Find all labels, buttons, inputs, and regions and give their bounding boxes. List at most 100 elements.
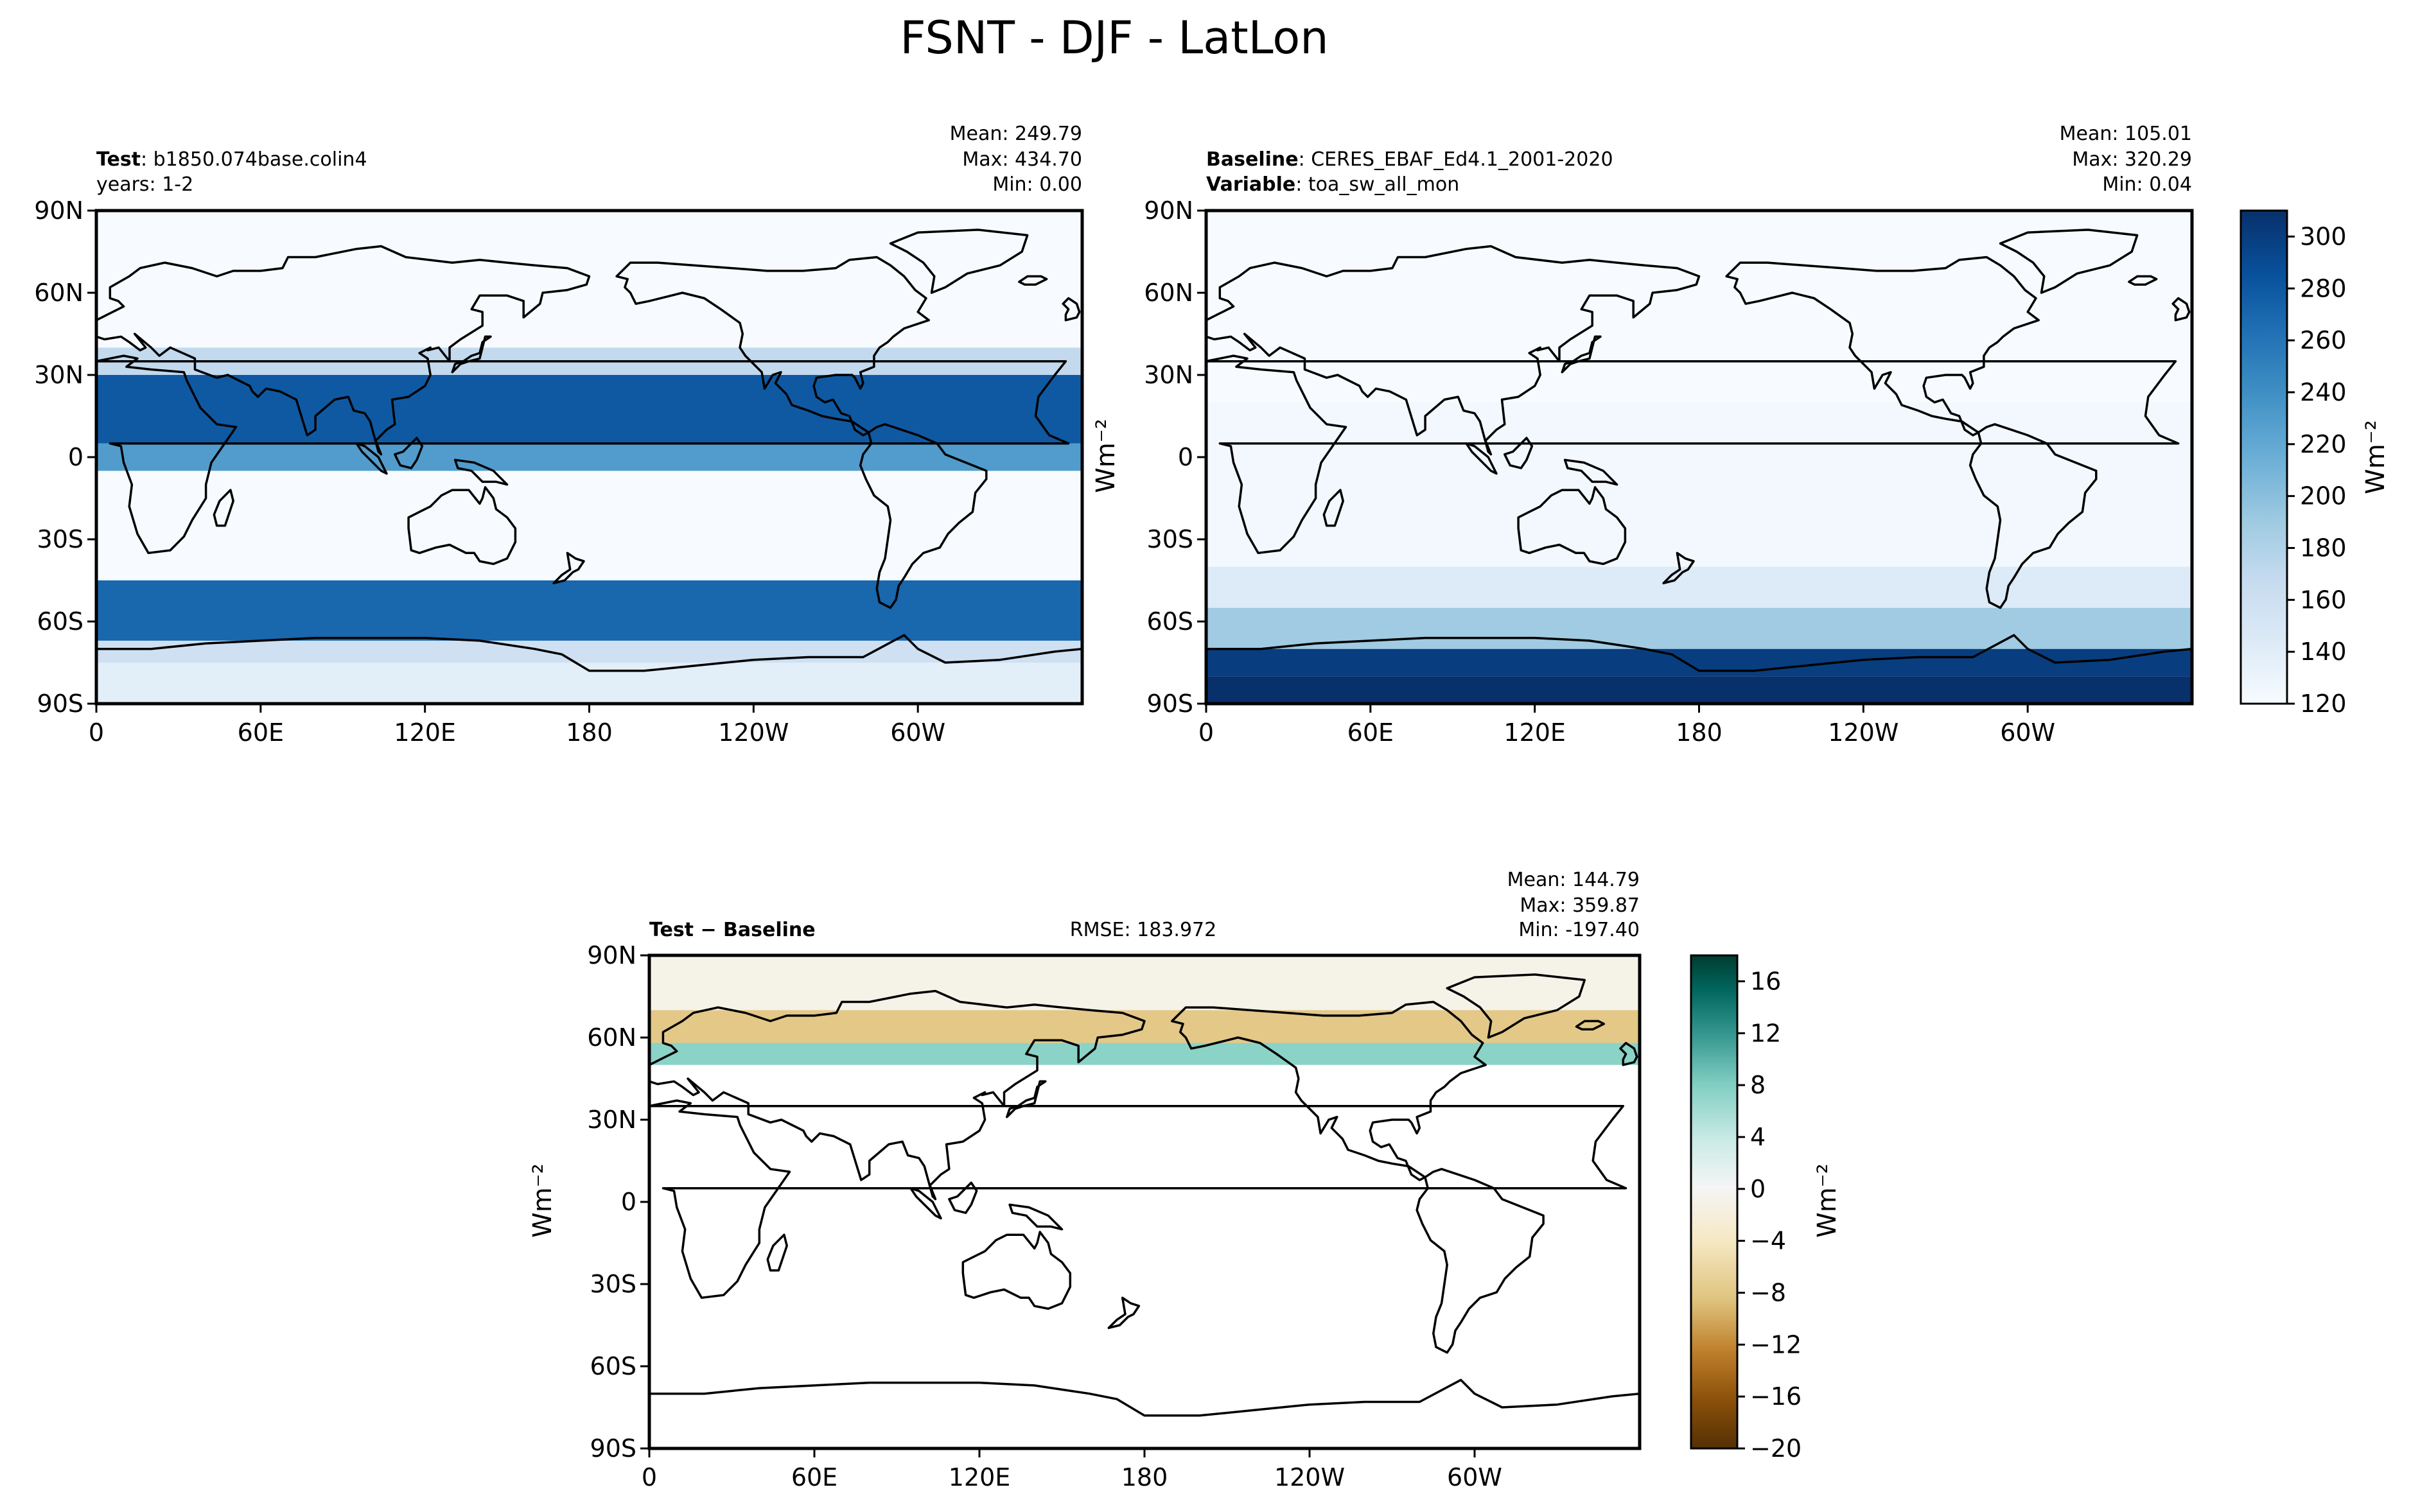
x-tick-label: 120E <box>394 718 456 747</box>
field-band-0 <box>1206 676 2192 704</box>
baseline-map: 0 60E 120E 180 120W 60W 90N 60N 30N 0 30S 60S 90S <box>1144 196 2194 747</box>
colorbar-tick-label: 8 <box>1750 1071 1766 1099</box>
colorbar-tick-label: 240 <box>2300 378 2347 406</box>
y-tick-label: 60S <box>590 1352 636 1380</box>
field-band-4 <box>1206 402 2192 567</box>
y-tick-label: 0 <box>621 1188 636 1216</box>
field-band-0 <box>96 663 1082 704</box>
baseline-colorbar-fill <box>2240 209 2288 705</box>
coastline-9 <box>213 489 234 527</box>
coastline-0 <box>96 354 1070 555</box>
field-band-1 <box>96 640 1082 663</box>
test-years-label: years: 1-2 <box>96 173 193 196</box>
y-tick-label: 0 <box>1178 443 1193 471</box>
coastline-1 <box>96 245 591 456</box>
difference-stat-max: Max: 359.87 <box>1520 894 1640 917</box>
colorbar-tick-label: −20 <box>1750 1434 1802 1463</box>
field-band-1 <box>1206 648 2192 677</box>
coastline-0 <box>649 1099 1627 1299</box>
field-band-4 <box>96 443 1082 471</box>
coastline-9 <box>766 1233 788 1272</box>
x-tick-label: 180 <box>1121 1463 1168 1491</box>
x-tick-label: 60W <box>890 718 945 747</box>
difference-colorbar-ticks: −20 −16 −12 −8 −4 0 4 8 12 16 <box>1737 967 1802 1463</box>
y-tick-label: 30S <box>590 1270 636 1298</box>
y-tick-label: 60S <box>1147 607 1193 636</box>
y-tick-label: 30S <box>1147 525 1193 553</box>
colorbar-tick-label: 260 <box>2300 326 2347 354</box>
colorbar-tick-label: 300 <box>2300 222 2347 250</box>
coastline-5 <box>649 1378 1640 1417</box>
x-tick-label: 120W <box>1274 1463 1345 1491</box>
field-band-5 <box>96 375 1082 444</box>
colorbar-tick-label: 200 <box>2300 482 2347 510</box>
colorbar-tick-label: 180 <box>2300 534 2347 562</box>
difference-colorbar-fill <box>1690 954 1739 1450</box>
x-tick-label: 0 <box>1198 718 1214 747</box>
colorbar-tick-label: 160 <box>2300 586 2347 614</box>
y-tick-label: 90N <box>34 196 83 225</box>
difference-label: Test − Baseline <box>649 919 816 941</box>
y-tick-label: 0 <box>68 443 83 471</box>
coastline-4 <box>1416 1168 1545 1354</box>
coastline-6 <box>889 229 1029 294</box>
figure-title: FSNT - DJF - LatLon <box>900 12 1328 64</box>
y-tick-label: 30S <box>37 525 83 553</box>
coastline-1 <box>1206 245 1701 456</box>
baseline-label-value: : CERES_EBAF_Ed4.1_2001-2020 <box>1299 148 1613 171</box>
coastline-2 <box>407 486 517 566</box>
coastline-14 <box>2128 275 2158 286</box>
coastline-12 <box>453 458 509 486</box>
y-tick-label: 90S <box>1147 690 1193 718</box>
coastline-14 <box>1575 1020 1606 1030</box>
x-tick-label: 180 <box>1676 718 1723 747</box>
x-tick-label: 120E <box>949 1463 1011 1491</box>
y-tick-label: 90S <box>37 690 83 718</box>
coastline-10 <box>394 437 424 469</box>
baseline-stat-min: Min: 0.04 <box>2102 173 2192 196</box>
difference-colorbar: Wm⁻² −20 −16 −12 −8 −4 0 4 8 12 16 <box>1690 954 1842 1463</box>
coastline-1 <box>649 989 1146 1201</box>
test-panel: Test: b1850.074base.colin4 years: 1-2 Me… <box>34 123 1084 747</box>
test-label: Test: b1850.074base.colin4 <box>96 148 367 171</box>
coastline-9 <box>1322 489 1344 527</box>
colorbar-tick-label: 280 <box>2300 274 2347 302</box>
x-tick-label: 0 <box>89 718 104 747</box>
coastline-2 <box>1517 486 1627 566</box>
rmse-label: RMSE: 183.972 <box>1070 919 1216 941</box>
coastline-7 <box>1062 297 1081 322</box>
coastline-13 <box>1107 1296 1141 1330</box>
coastline-8 <box>1006 1080 1047 1118</box>
colorbar-tick-label: −8 <box>1750 1278 1786 1307</box>
baseline-side-ylabel: Wm⁻² <box>1091 419 1121 493</box>
y-tick-label: 30N <box>34 361 83 389</box>
variable-label-bold: Variable <box>1206 173 1295 196</box>
coastline-4 <box>859 423 988 609</box>
colorbar-tick-label: −16 <box>1750 1382 1802 1411</box>
colorbar-tick-label: 140 <box>2300 638 2347 666</box>
difference-stat-mean: Mean: 144.79 <box>1507 869 1640 891</box>
x-tick-label: 0 <box>642 1463 657 1491</box>
baseline-colorbar-label: Wm⁻² <box>2361 420 2390 494</box>
coastline-8 <box>1561 335 1602 374</box>
coastline-6 <box>1999 229 2139 294</box>
coastline-7 <box>1619 1041 1638 1066</box>
x-tick-label: 120W <box>1828 718 1898 747</box>
coastline-14 <box>1018 275 1048 286</box>
test-label-bold: Test <box>96 148 141 171</box>
colorbar-tick-label: 0 <box>1750 1175 1766 1203</box>
colorbar-tick-label: 16 <box>1750 967 1781 995</box>
field-band-2 <box>649 1043 1640 1065</box>
coastline-6 <box>1446 973 1586 1039</box>
baseline-label-bold: Baseline <box>1206 148 1299 171</box>
test-label-value: : b1850.074base.colin4 <box>141 148 367 171</box>
coastline-12 <box>1563 458 1618 486</box>
coastline-11 <box>909 1186 942 1220</box>
coastline-2 <box>961 1231 1072 1310</box>
coastline-5 <box>96 634 1082 672</box>
variable-label: Variable: toa_sw_all_mon <box>1206 173 1459 196</box>
difference-colorbar-label: Wm⁻² <box>1812 1163 1842 1238</box>
y-tick-label: 60S <box>37 607 83 636</box>
coastline-8 <box>451 335 492 374</box>
